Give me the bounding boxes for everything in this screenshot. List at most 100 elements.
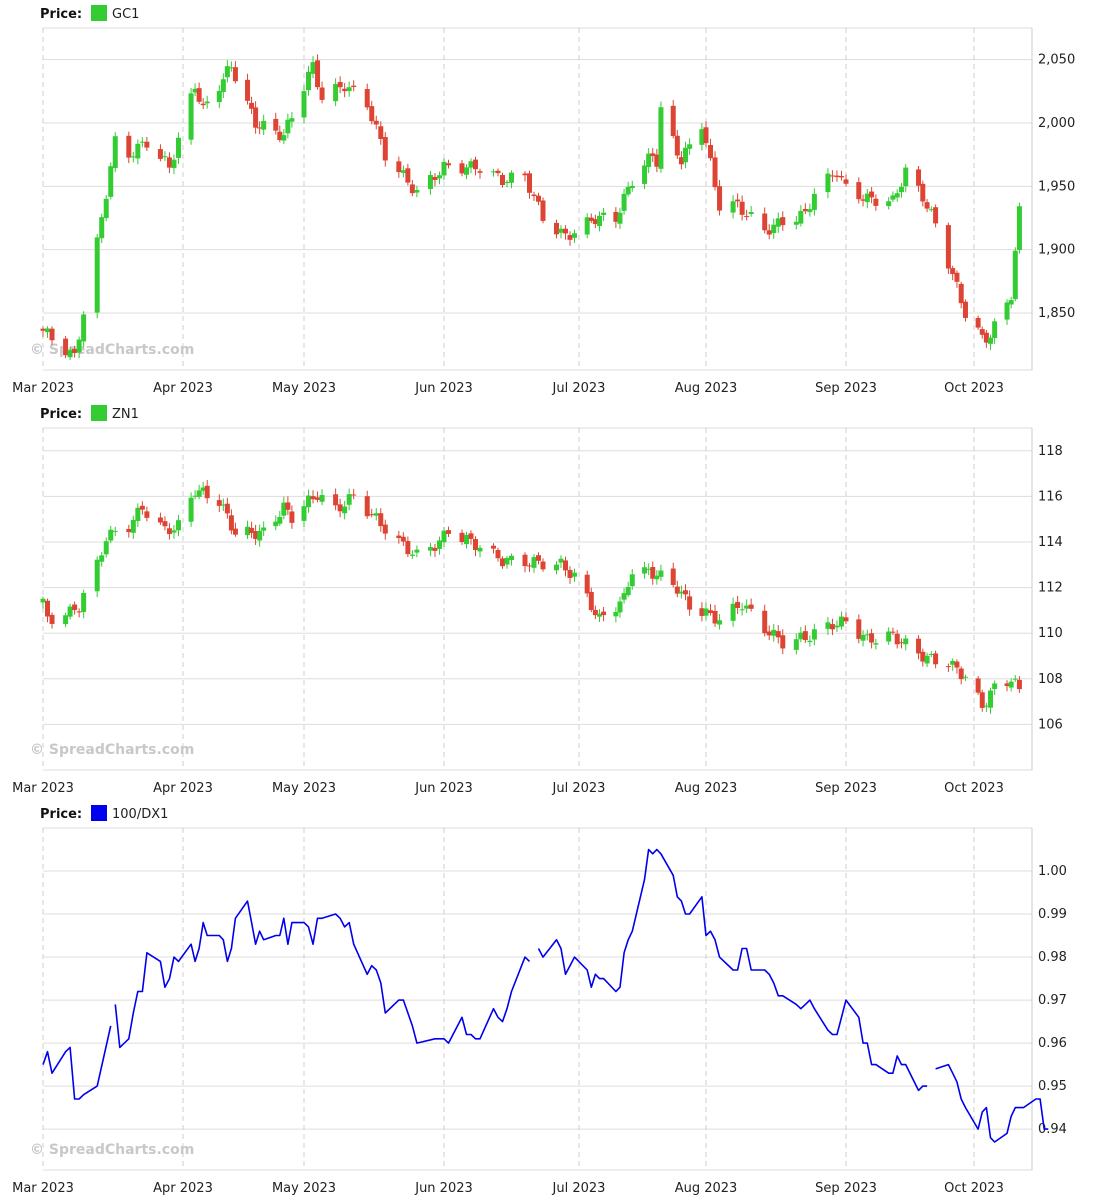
candle [281, 496, 287, 520]
candle-body [522, 173, 528, 176]
candle-body [658, 570, 664, 577]
x-tick-label: Mar 2023 [12, 781, 74, 796]
candle-body [798, 210, 804, 224]
candle [162, 516, 168, 531]
candle [775, 212, 781, 233]
candle [40, 596, 46, 609]
y-tick-label: 0.97 [1038, 993, 1067, 1008]
candle [301, 85, 307, 124]
candle [527, 170, 532, 199]
candle-body [1016, 679, 1022, 690]
candle-body [427, 174, 433, 189]
candle-body [157, 517, 163, 523]
candle-body [76, 611, 82, 613]
candle [500, 556, 505, 569]
candle-body [40, 328, 46, 331]
candle [802, 625, 808, 643]
y-tick-label: 110 [1038, 626, 1063, 641]
candle-body [509, 172, 514, 183]
candle-body [703, 127, 709, 144]
candle [464, 531, 469, 549]
candle [500, 172, 505, 188]
candle-body [373, 513, 379, 516]
candle-body [99, 555, 105, 562]
candle [522, 171, 528, 182]
candle-body [873, 643, 879, 645]
candle [144, 506, 150, 522]
candle [441, 158, 447, 181]
candle-body [924, 655, 930, 664]
y-tick-label: 2,000 [1038, 116, 1075, 131]
candle-body [166, 528, 172, 535]
candle-body [646, 153, 652, 168]
candle [992, 318, 998, 345]
candle-body [898, 186, 904, 193]
candle [473, 156, 478, 176]
candle-body [285, 119, 291, 134]
candle-body [346, 494, 352, 505]
candle [670, 100, 676, 139]
candle [216, 85, 222, 109]
candle-body [945, 225, 951, 269]
candle-body [744, 216, 750, 218]
candle-body [886, 631, 892, 642]
candle [717, 614, 723, 630]
candle [333, 78, 339, 107]
watermark: © SpreadCharts.com [30, 742, 194, 758]
candle-body [126, 135, 132, 158]
candle-body [144, 511, 150, 518]
candle-body [712, 610, 718, 624]
candle-body [273, 118, 279, 131]
candle [683, 141, 689, 169]
candle [979, 326, 985, 339]
candle-body [216, 90, 222, 103]
candle [540, 197, 546, 224]
candle [1004, 680, 1010, 692]
candle-body [405, 168, 411, 183]
candle [289, 505, 295, 529]
gc1-price-chart: 2,050 2,000 1,950 1,900 1,850 Mar 2023 Apr 202… [12, 5, 1075, 396]
candle [351, 80, 357, 92]
candle-body [81, 592, 87, 612]
candle-body [924, 202, 930, 209]
candle [45, 326, 51, 338]
candle [699, 123, 705, 151]
candle-body [708, 145, 714, 159]
candle [112, 132, 118, 173]
candle-body [342, 506, 348, 514]
candle-body [432, 176, 438, 181]
candle [432, 173, 438, 187]
candle [613, 607, 619, 623]
candle-body [1004, 302, 1010, 320]
candle-body [843, 179, 849, 184]
candle-body [979, 329, 985, 335]
candle [558, 225, 564, 239]
candle-body [588, 217, 594, 221]
candle-body [613, 611, 619, 617]
series-line-segment [537, 848, 928, 1092]
candle [414, 185, 420, 198]
candle-body [464, 167, 469, 175]
candle [257, 524, 263, 547]
candle-body [771, 629, 777, 636]
gridlines [42, 827, 1033, 1171]
candles [40, 54, 1022, 361]
candle-body [983, 332, 989, 343]
candle [748, 205, 754, 217]
x-tick-label: Aug 2023 [675, 1181, 738, 1196]
candle [504, 179, 510, 188]
candle [658, 564, 664, 581]
candle [232, 522, 238, 537]
candle [436, 171, 442, 185]
candle [220, 498, 226, 512]
y-tick-label: 0.96 [1038, 1036, 1067, 1051]
candle [261, 521, 267, 536]
candle [771, 218, 777, 239]
candle-body [495, 549, 501, 559]
candle [301, 500, 307, 527]
candle [811, 623, 817, 646]
candle-body [654, 575, 660, 580]
candle [196, 82, 202, 105]
candle-body [436, 175, 442, 179]
candle-body [277, 516, 283, 524]
